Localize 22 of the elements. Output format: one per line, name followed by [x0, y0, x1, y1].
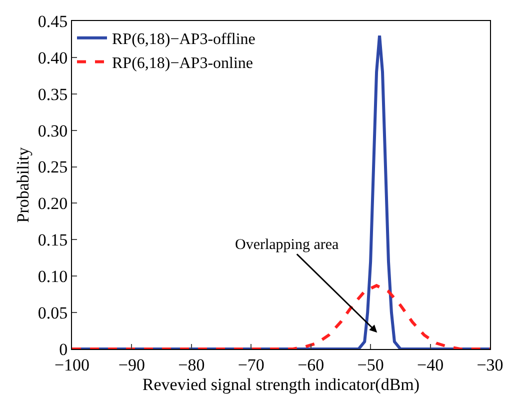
x-tick-label: −90 — [118, 355, 146, 374]
y-tick-label: 0.15 — [38, 230, 68, 250]
x-tick-label: −30 — [476, 355, 504, 374]
x-tick-label: −60 — [298, 355, 324, 374]
y-tick-label: 0.25 — [38, 158, 68, 177]
legend-label: RP(6,18)−AP3-offline — [112, 31, 256, 48]
x-tick-label: −40 — [416, 355, 444, 374]
y-tick-label: 0.10 — [38, 267, 68, 286]
y-tick-label: 0.45 — [38, 12, 68, 31]
x-tick-label: −70 — [238, 355, 264, 374]
y-tick-label: 0.40 — [38, 48, 68, 68]
x-axis-title: Revevied signal strength indicator(dBm) — [142, 374, 420, 394]
y-tick-label: 0.05 — [38, 304, 68, 323]
y-tick-label: 0.30 — [38, 121, 68, 140]
line-series — [72, 284, 490, 349]
legend-label: RP(6,18)−AP3-online — [112, 54, 254, 72]
y-tick-label: 0.20 — [38, 194, 68, 214]
y-tick-label: 0.35 — [38, 84, 68, 104]
y-axis-title: Probability — [13, 146, 32, 223]
x-tick-label: −50 — [357, 355, 384, 374]
x-tick-label: −80 — [178, 355, 205, 374]
annotation: Overlapping area — [235, 237, 340, 253]
